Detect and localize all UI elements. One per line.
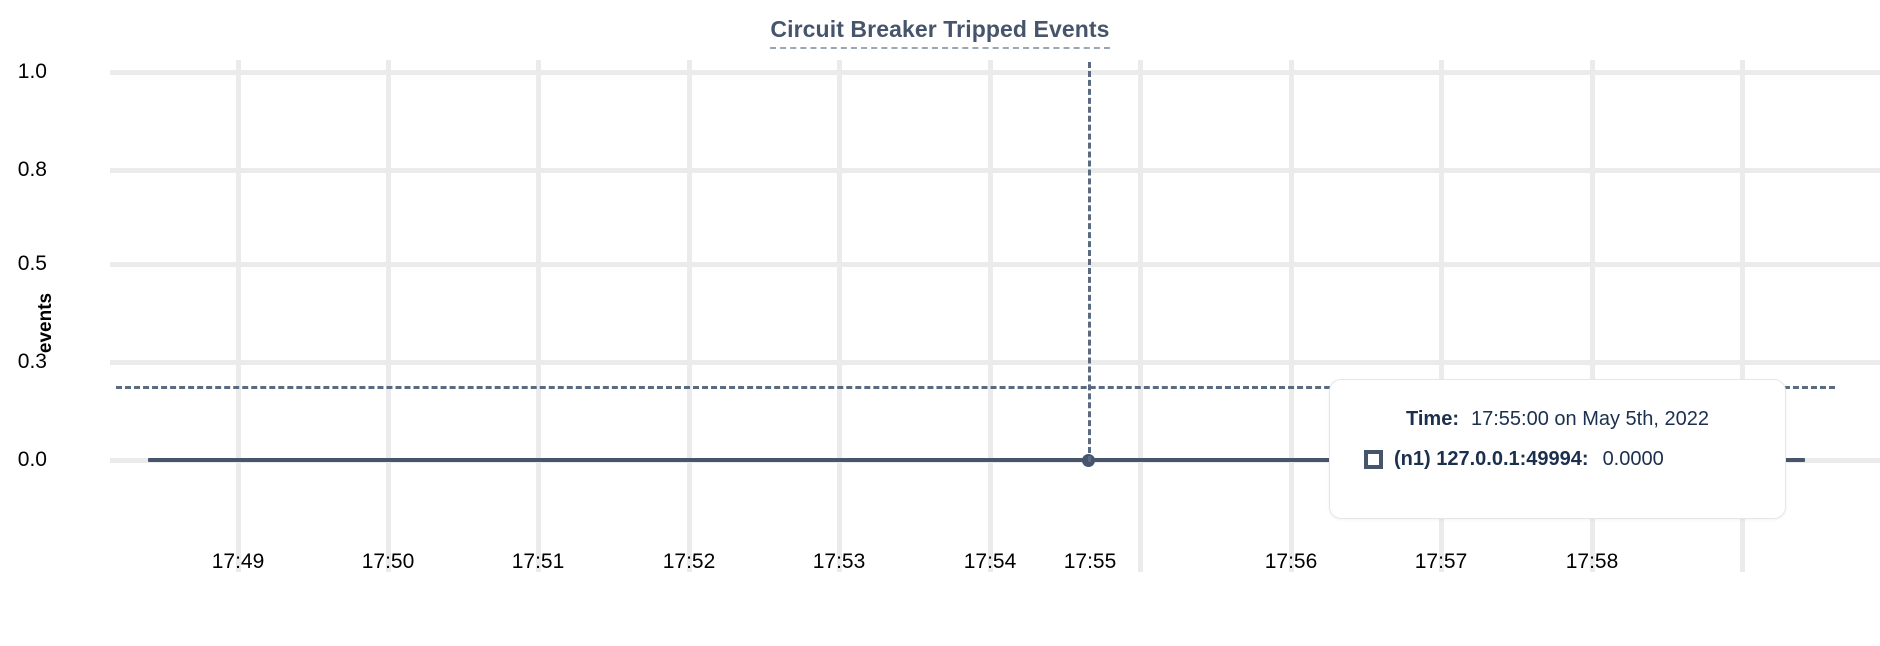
y-axis-tick-label: 0.8 [17, 158, 47, 181]
gridline-vertical [837, 60, 842, 572]
x-axis-tick-label: 17:56 [1264, 550, 1318, 573]
y-axis-tick-label: 0.3 [17, 350, 47, 373]
crosshair-vertical-line [1088, 62, 1091, 462]
gridline-horizontal [110, 70, 1880, 75]
gridline-vertical [1740, 60, 1745, 572]
x-axis-tick-label: 17:52 [662, 550, 716, 573]
y-axis-title: events [35, 292, 57, 354]
chart-title-text: Circuit Breaker Tripped Events [770, 14, 1110, 49]
y-axis-tick-label: 0.0 [17, 448, 47, 471]
x-axis-tick-label: 17:54 [963, 550, 1017, 573]
x-axis-tick-label: 17:53 [812, 550, 866, 573]
chart-tooltip: Time: 17:55:00 on May 5th, 2022 (n1) 127… [1329, 379, 1786, 519]
plot-area[interactable]: 1.0 0.8 0.5 0.3 0.0 17:49 17:50 17:51 17… [18, 60, 1880, 573]
chart-title: Circuit Breaker Tripped Events [0, 14, 1880, 49]
gridline-horizontal [110, 360, 1880, 365]
x-axis-tick-label: 17:58 [1565, 550, 1619, 573]
x-axis-tick-label: 17:55 [1063, 550, 1117, 573]
gridline-vertical [1439, 60, 1444, 572]
gridline-horizontal [110, 262, 1880, 267]
gridline-vertical [1138, 60, 1143, 572]
tooltip-series-name: (n1) 127.0.0.1:49994: [1394, 448, 1589, 470]
x-axis-tick-label: 17:51 [511, 550, 565, 573]
x-axis-tick-label: 17:57 [1414, 550, 1468, 573]
tooltip-time-label: Time: [1406, 408, 1459, 430]
gridline-vertical [536, 60, 541, 572]
gridline-vertical [1289, 60, 1294, 572]
gridline-vertical [687, 60, 692, 572]
x-axis-tick-label: 17:50 [361, 550, 415, 573]
gridline-horizontal [110, 168, 1880, 173]
y-axis-tick-label: 1.0 [17, 60, 47, 83]
series-line [148, 458, 1805, 462]
y-axis-tick-label: 0.5 [17, 252, 47, 275]
series-swatch-icon [1364, 449, 1383, 469]
tooltip-time-value: 17:55:00 on May 5th, 2022 [1471, 408, 1709, 430]
gridline-vertical [988, 60, 993, 572]
gridline-vertical [386, 60, 391, 572]
gridline-vertical [236, 60, 241, 572]
tooltip-series-value: 0.0000 [1602, 448, 1664, 470]
tooltip-series-row: (n1) 127.0.0.1:49994: 0.0000 [1360, 446, 1755, 472]
gridline-vertical [1590, 60, 1595, 572]
tooltip-time-row: Time: 17:55:00 on May 5th, 2022 [1360, 406, 1755, 432]
x-axis-tick-label: 17:49 [211, 550, 265, 573]
threshold-line [116, 386, 1835, 389]
